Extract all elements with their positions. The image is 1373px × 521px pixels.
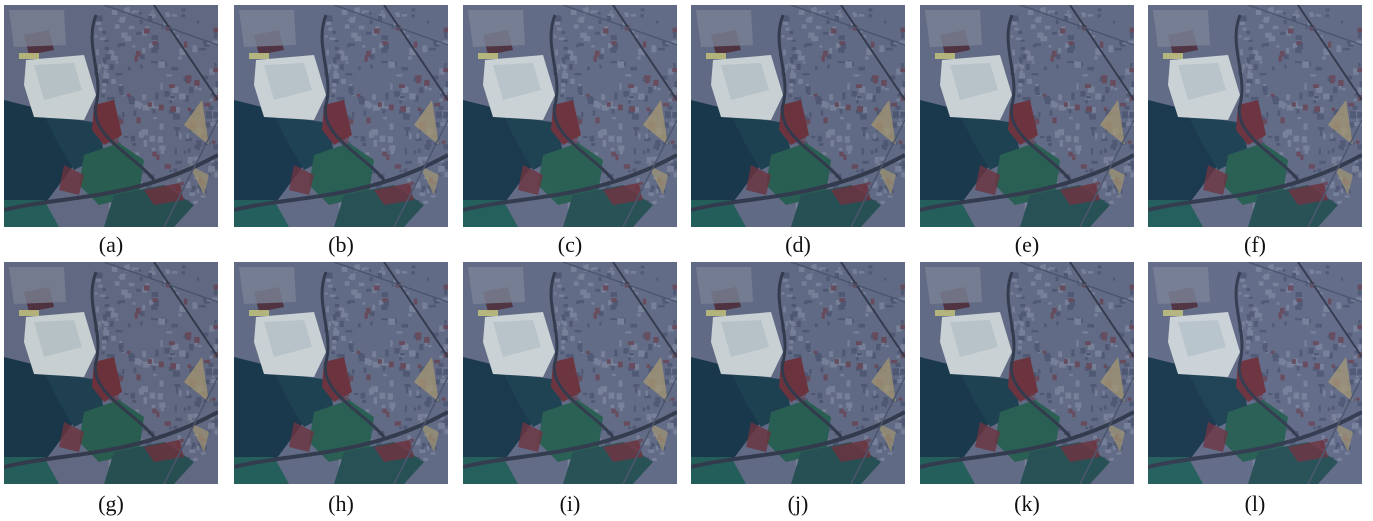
scene-graphic: [234, 5, 448, 227]
panel-label: (f): [1244, 232, 1266, 257]
panel-a: (a): [4, 5, 218, 257]
satellite-image: [4, 5, 218, 227]
panel-c: (c): [463, 5, 677, 257]
panel-label: (a): [98, 232, 124, 257]
panel-label: (d): [785, 232, 811, 257]
panel-f: (f): [1148, 5, 1362, 257]
satellite-image: [1148, 262, 1362, 484]
scene-graphic: [463, 262, 677, 484]
satellite-image: [691, 262, 905, 484]
scene-graphic: [1148, 262, 1362, 484]
panel-label: (k): [1014, 491, 1040, 516]
scene-graphic: [234, 262, 448, 484]
satellite-image: [691, 5, 905, 227]
panel-k: (k): [920, 262, 1134, 516]
scene-graphic: [463, 5, 677, 227]
scene-graphic: [691, 5, 905, 227]
satellite-image: [463, 5, 677, 227]
panel-label: (e): [1014, 232, 1040, 257]
scene-graphic: [920, 262, 1134, 484]
panel-label: (j): [787, 491, 809, 516]
panel-label: (g): [98, 491, 124, 516]
panel-h: (h): [234, 262, 448, 516]
satellite-image: [1148, 5, 1362, 227]
satellite-image: [234, 5, 448, 227]
satellite-image: [4, 262, 218, 484]
scene-graphic: [920, 5, 1134, 227]
panel-label: (b): [328, 232, 354, 257]
satellite-image: [234, 262, 448, 484]
panel-d: (d): [691, 5, 905, 257]
panel-label: (l): [1244, 491, 1266, 516]
panel-i: (i): [463, 262, 677, 516]
panel-label: (c): [557, 232, 583, 257]
satellite-image: [920, 262, 1134, 484]
panel-e: (e): [920, 5, 1134, 257]
panel-b: (b): [234, 5, 448, 257]
panel-j: (j): [691, 262, 905, 516]
satellite-image: [920, 5, 1134, 227]
scene-graphic: [691, 262, 905, 484]
figure-grid: (a) (b) (c) (d) (e) (f) (g) (h) (i) (j) …: [4, 5, 1370, 517]
panel-g: (g): [4, 262, 218, 516]
satellite-image: [463, 262, 677, 484]
panel-label: (i): [559, 491, 581, 516]
scene-graphic: [1148, 5, 1362, 227]
scene-graphic: [4, 5, 218, 227]
panel-l: (l): [1148, 262, 1362, 516]
scene-graphic: [4, 262, 218, 484]
panel-label: (h): [328, 491, 354, 516]
